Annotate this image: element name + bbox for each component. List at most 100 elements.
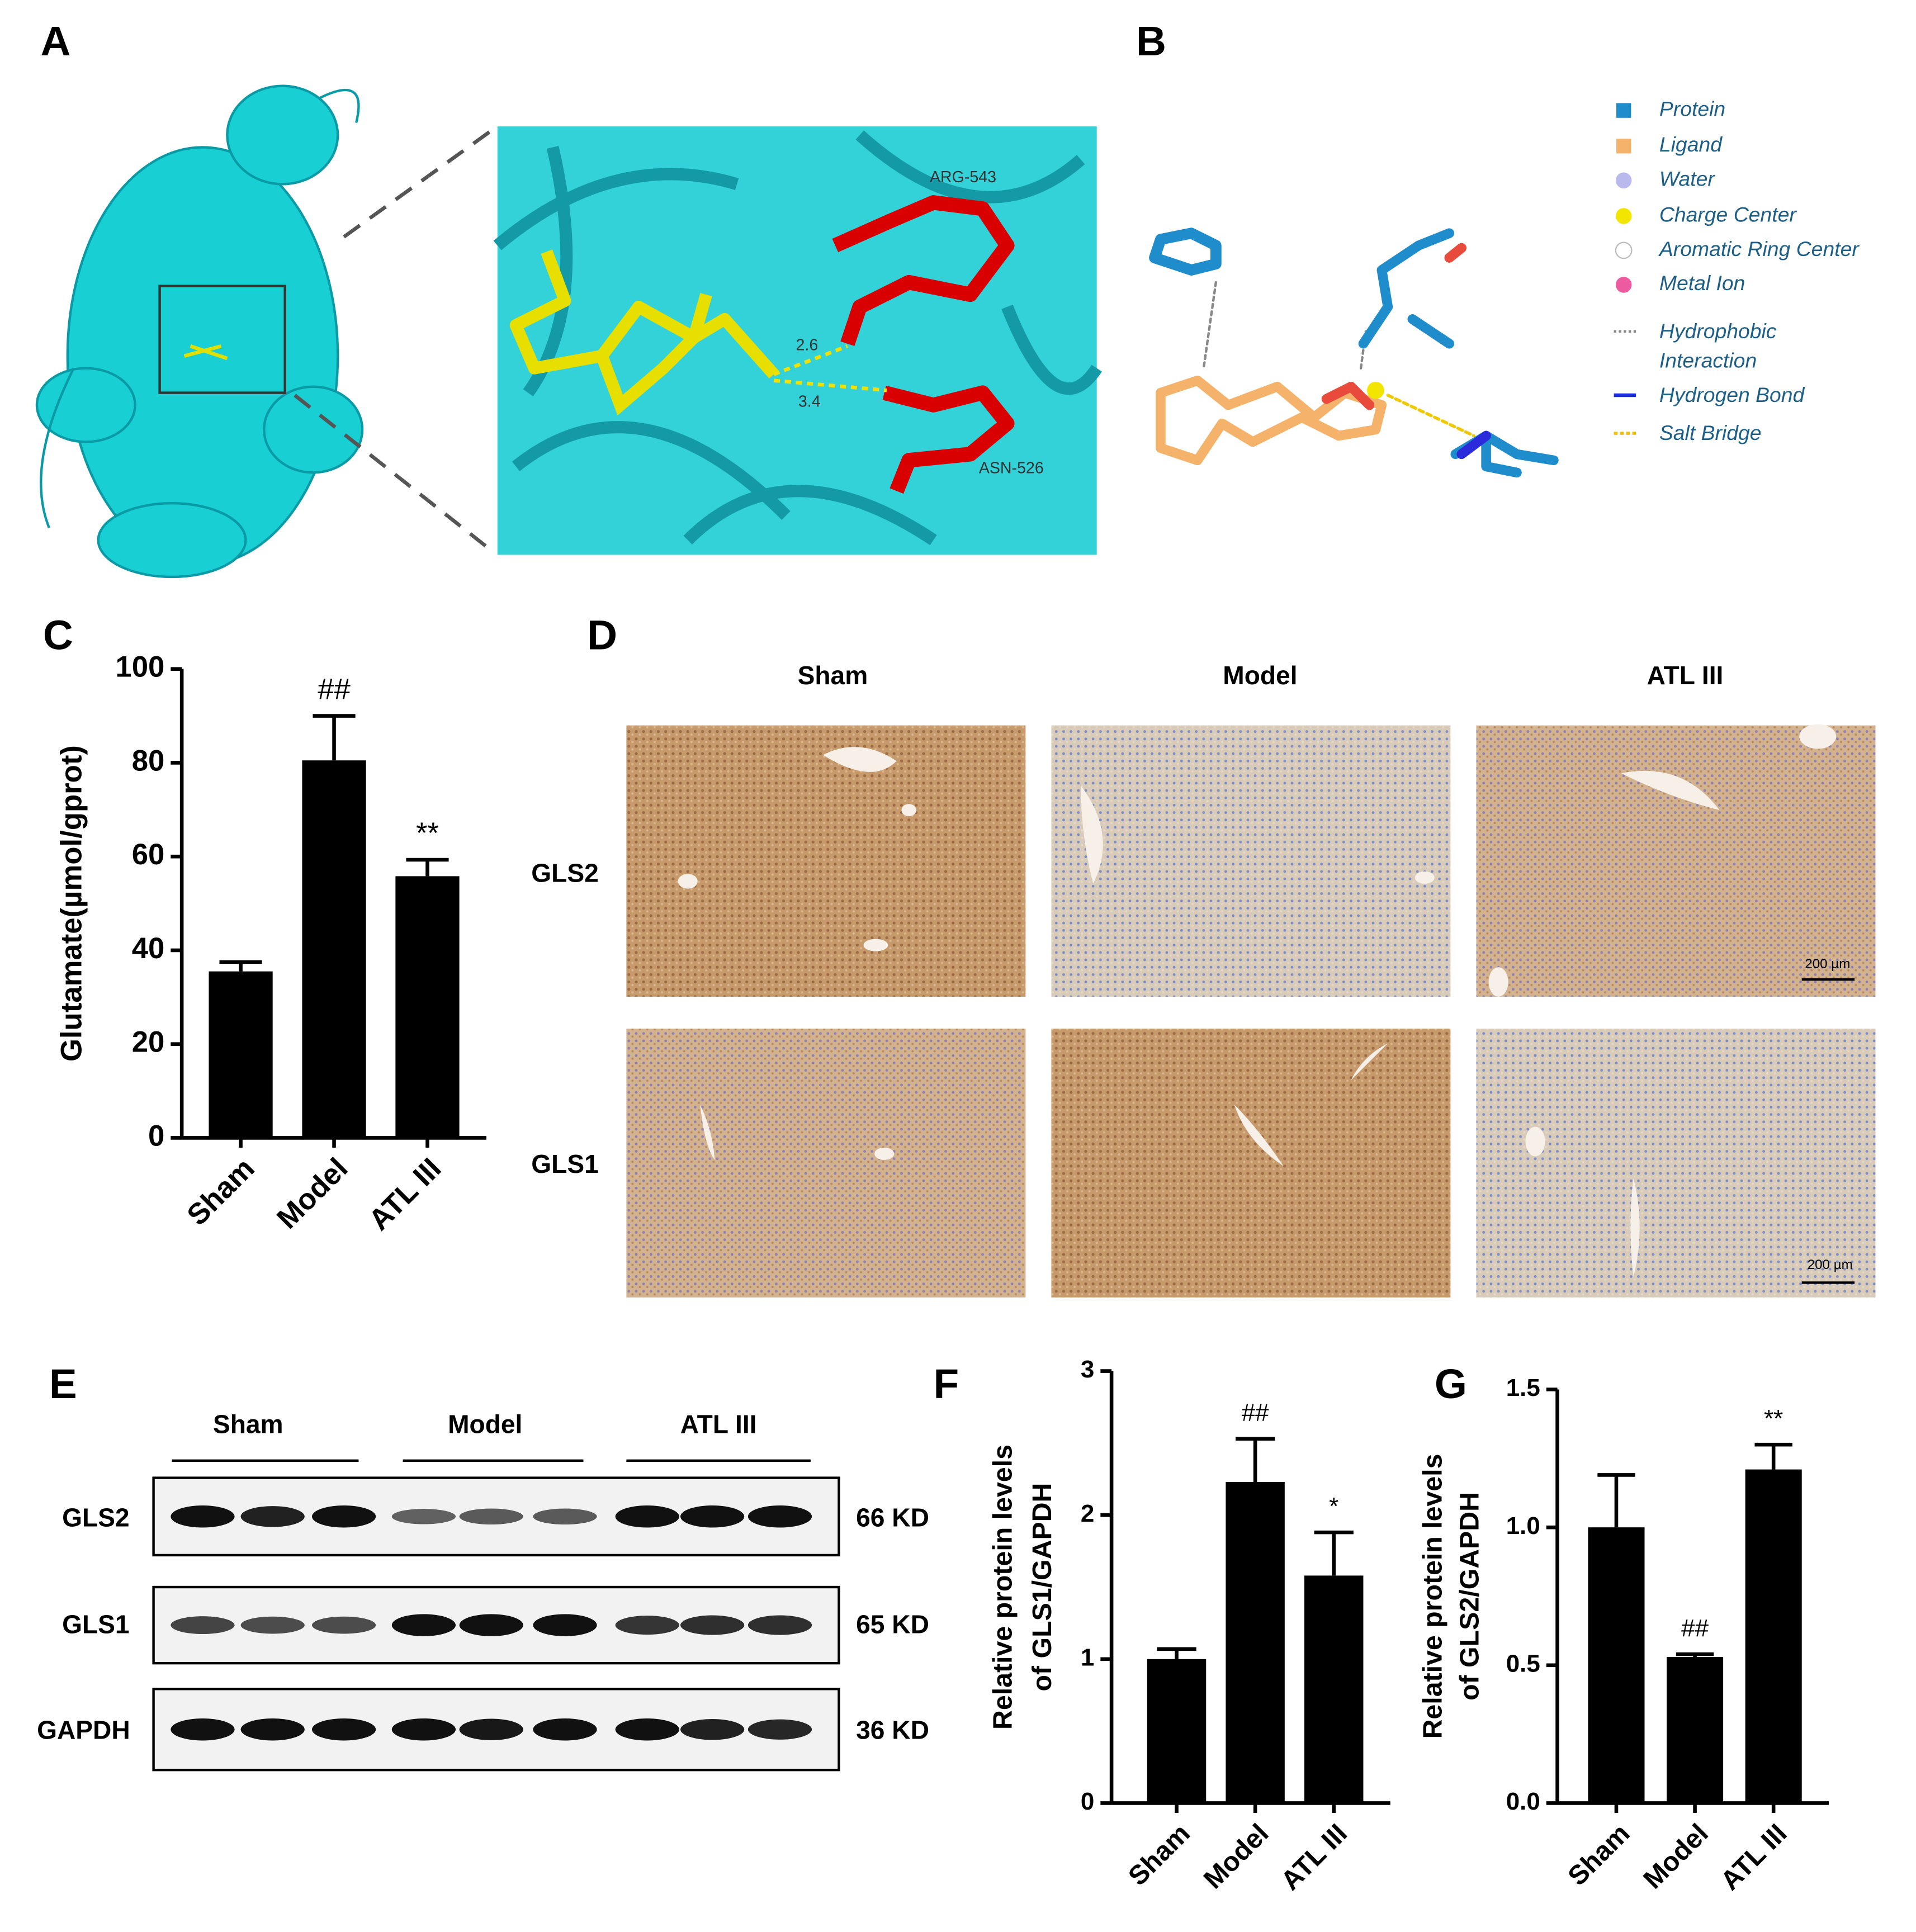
bar [1745, 1469, 1802, 1803]
bar [302, 760, 366, 1138]
band [533, 1508, 597, 1525]
band [533, 1614, 597, 1636]
legend-label: Interaction [1659, 349, 1757, 372]
band [171, 1718, 235, 1741]
interaction-diagram [1149, 228, 1559, 478]
y-tick-label: 1.0 [1506, 1512, 1540, 1540]
distance-label: 2.6 [796, 337, 819, 354]
ihc-images [626, 724, 1876, 1298]
y-tick-label: 80 [132, 744, 165, 777]
size-label: 65 KD [856, 1609, 929, 1639]
y-tick-label: 40 [132, 932, 165, 965]
panel-label: C [43, 611, 73, 658]
scale-bar-label: 200 µm [1805, 956, 1850, 972]
x-tick-label: ATL III [1715, 1818, 1792, 1896]
significance-label: ** [1764, 1405, 1783, 1432]
y-axis-label: of GLS1/GAPDH [1027, 1483, 1057, 1692]
significance-label: ## [318, 673, 351, 706]
band [680, 1719, 745, 1740]
significance-label: ## [1681, 1614, 1709, 1642]
bar [1304, 1575, 1364, 1803]
legend-label: Aromatic Ring Center [1658, 237, 1860, 261]
legend-label: Salt Bridge [1659, 421, 1762, 444]
group-label: Sham [213, 1410, 283, 1439]
size-label: 66 KD [856, 1503, 929, 1532]
x-tick-label: Sham [1562, 1818, 1635, 1891]
ligand [183, 344, 228, 361]
significance-label: ** [416, 817, 439, 850]
x-tick-label: Model [271, 1152, 354, 1235]
legend [1614, 103, 1636, 435]
bar [1147, 1659, 1207, 1803]
legend-label: Ligand [1659, 132, 1723, 156]
row-label: GLS1 [62, 1609, 129, 1639]
legend-label: Charge Center [1659, 202, 1797, 226]
legend-label: Protein [1659, 97, 1725, 120]
panel-label: E [49, 1360, 77, 1407]
legend-label: Hydrophobic [1659, 319, 1777, 343]
panel-label: B [1136, 17, 1166, 64]
western-blots [152, 1476, 840, 1772]
y-tick-label: 20 [132, 1026, 165, 1059]
y-axis-label: Relative protein levels [988, 1445, 1018, 1730]
band [171, 1616, 235, 1634]
size-label: 36 KD [856, 1715, 929, 1744]
band [459, 1718, 523, 1740]
panel-label: A [40, 17, 70, 64]
scale-bar-label: 200 µm [1808, 1257, 1853, 1272]
band [748, 1719, 812, 1740]
band [311, 1718, 376, 1741]
band [459, 1614, 523, 1636]
x-tick-label: ATL III [1275, 1818, 1353, 1896]
bar [209, 971, 273, 1138]
band [391, 1509, 456, 1524]
y-tick-label: 1 [1081, 1644, 1094, 1671]
x-tick-label: Model [1198, 1818, 1275, 1895]
y-tick-label: 1.5 [1506, 1374, 1540, 1401]
x-tick-label: ATL III [362, 1152, 447, 1237]
row-label: GLS2 [531, 859, 598, 888]
row-label: GLS1 [531, 1149, 598, 1178]
zoom-line [294, 394, 495, 554]
x-tick-label: Sham [1123, 1818, 1196, 1891]
band [680, 1505, 745, 1528]
column-label: ATL III [1647, 661, 1724, 690]
bar [395, 876, 460, 1138]
y-tick-label: 0 [1081, 1788, 1094, 1815]
protein-structure [35, 84, 364, 579]
group-label: Model [448, 1410, 522, 1439]
band [311, 1505, 376, 1528]
zoom-view [493, 126, 1102, 555]
bar [1226, 1481, 1285, 1803]
residue-label: ARG-543 [930, 168, 996, 186]
y-tick-label: 60 [132, 838, 165, 871]
band [615, 1616, 679, 1635]
band [240, 1506, 305, 1527]
residue-label: ASN-526 [979, 459, 1044, 477]
panel-label: D [587, 611, 617, 658]
y-axis-label: Relative protein levels [1418, 1454, 1448, 1739]
band [680, 1615, 745, 1635]
significance-label: ## [1242, 1399, 1269, 1426]
column-label: Sham [798, 661, 868, 690]
y-axis-label: of GLS2/GAPDH [1455, 1492, 1485, 1701]
band [240, 1718, 305, 1741]
band [311, 1616, 376, 1634]
y-axis-label: Glutamate(µmol/gprot) [55, 745, 88, 1062]
x-tick-label: Model [1638, 1818, 1714, 1895]
y-tick-label: 0.5 [1506, 1650, 1540, 1677]
band [533, 1718, 597, 1741]
bar [1667, 1657, 1724, 1803]
legend-label: Metal Ion [1659, 271, 1745, 295]
panel-label: G [1435, 1360, 1467, 1407]
distance-label: 3.4 [798, 393, 821, 411]
band [748, 1505, 812, 1528]
significance-label: * [1329, 1493, 1338, 1520]
band [240, 1616, 305, 1634]
band [171, 1505, 235, 1528]
legend-label: Water [1659, 167, 1715, 191]
x-tick-label: Sham [181, 1152, 261, 1232]
zoom-line [343, 127, 495, 239]
y-tick-label: 2 [1081, 1500, 1094, 1527]
